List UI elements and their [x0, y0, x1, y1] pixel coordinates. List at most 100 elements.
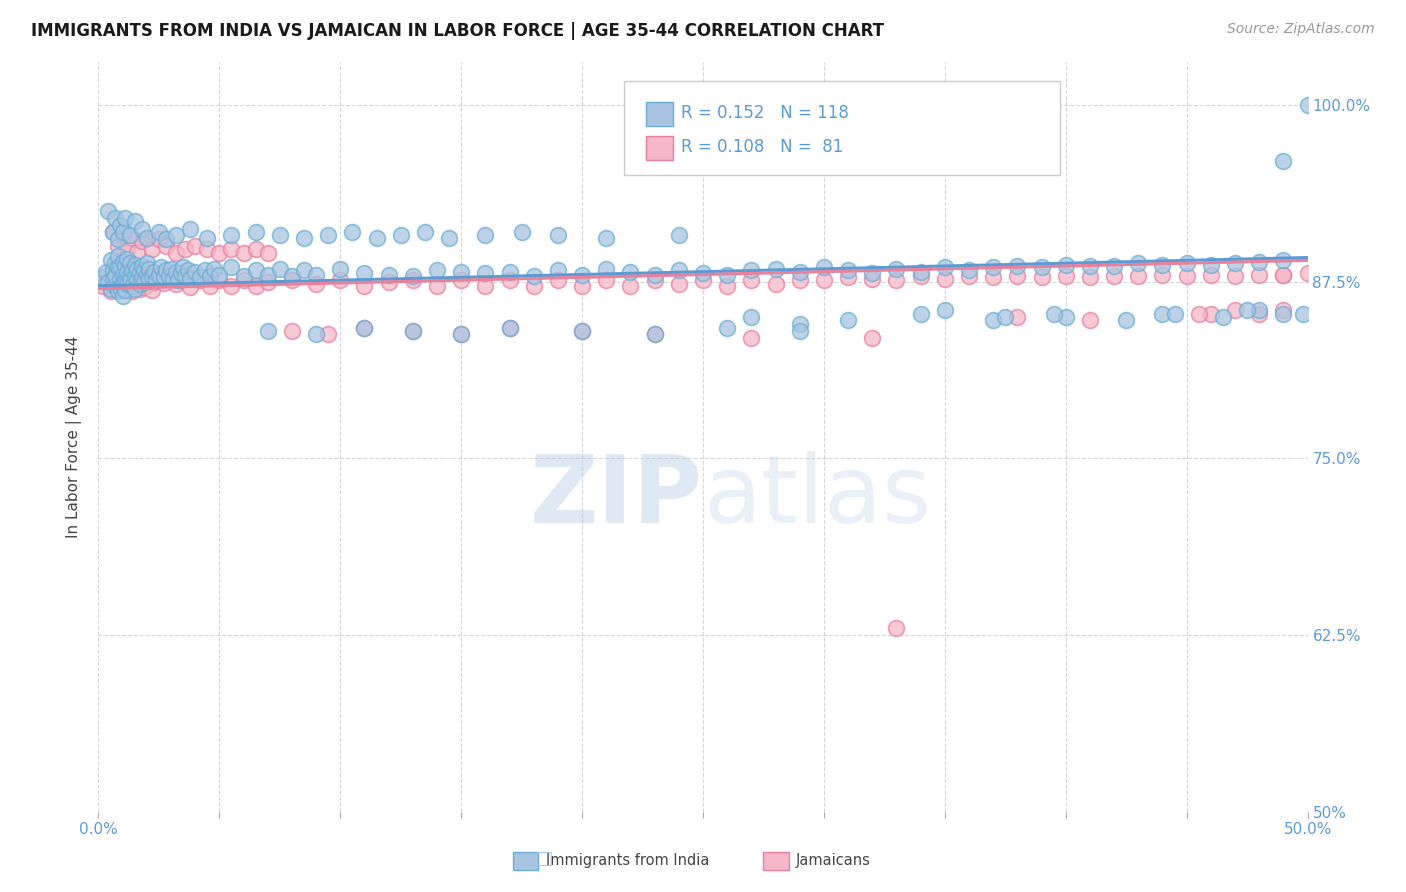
Point — [167, 273, 190, 287]
Point — [194, 263, 217, 277]
Point — [716, 321, 738, 335]
Point — [269, 261, 291, 276]
Point — [1296, 98, 1319, 112]
Point — [124, 275, 146, 289]
Point — [245, 225, 267, 239]
Point — [353, 266, 375, 280]
Point — [107, 232, 129, 246]
Point — [107, 260, 129, 275]
Point — [886, 273, 908, 287]
Point — [498, 265, 520, 279]
Point — [128, 282, 150, 296]
Point — [107, 239, 129, 253]
Point — [134, 280, 156, 294]
Point — [124, 282, 146, 296]
Point — [104, 256, 127, 270]
Point — [547, 227, 569, 242]
Point — [117, 277, 139, 292]
Point — [184, 265, 207, 279]
Point — [256, 268, 278, 282]
Point — [595, 231, 617, 245]
Point — [619, 265, 641, 279]
Point — [668, 263, 690, 277]
Point — [740, 263, 762, 277]
Point — [155, 232, 177, 246]
Point — [1223, 256, 1246, 270]
Point — [1054, 258, 1077, 272]
Point — [179, 280, 201, 294]
Point — [692, 266, 714, 280]
Point — [316, 326, 339, 341]
Point — [1078, 259, 1101, 273]
Point — [886, 261, 908, 276]
Point — [740, 310, 762, 324]
Point — [111, 268, 134, 282]
Point — [165, 227, 187, 242]
Point — [245, 263, 267, 277]
Point — [162, 271, 184, 285]
Point — [377, 268, 399, 282]
Point — [1188, 307, 1211, 321]
Point — [135, 231, 157, 245]
Text: atlas: atlas — [703, 451, 931, 543]
Point — [366, 231, 388, 245]
Point — [198, 278, 221, 293]
Point — [172, 260, 194, 275]
Point — [188, 270, 211, 285]
Point — [1152, 258, 1174, 272]
Point — [108, 280, 131, 294]
Point — [124, 268, 146, 283]
Point — [100, 282, 122, 296]
Point — [94, 265, 117, 279]
Point — [148, 225, 170, 239]
Point — [377, 275, 399, 289]
Point — [114, 275, 136, 289]
Point — [157, 268, 180, 283]
Point — [837, 270, 859, 285]
Point — [121, 231, 143, 245]
Point — [1054, 310, 1077, 324]
Point — [342, 225, 364, 239]
Point — [135, 268, 157, 282]
Point — [135, 256, 157, 270]
Point — [208, 273, 231, 287]
Point — [208, 246, 231, 260]
Point — [934, 271, 956, 285]
Point — [131, 259, 153, 273]
Point — [644, 326, 666, 341]
Point — [143, 275, 166, 289]
Point — [1102, 259, 1125, 273]
Point — [221, 242, 243, 256]
Point — [138, 265, 160, 279]
Point — [281, 273, 304, 287]
Point — [1272, 307, 1295, 321]
Point — [221, 278, 243, 293]
Point — [107, 285, 129, 299]
Point — [131, 270, 153, 285]
Point — [107, 265, 129, 279]
Point — [474, 278, 496, 293]
Point — [426, 278, 449, 293]
Point — [789, 265, 811, 279]
Point — [97, 203, 120, 218]
Point — [1272, 154, 1295, 169]
Point — [910, 307, 932, 321]
Point — [208, 268, 231, 282]
Point — [860, 331, 883, 345]
Point — [934, 302, 956, 317]
Point — [740, 273, 762, 287]
Point — [789, 324, 811, 338]
Point — [256, 275, 278, 289]
Point — [117, 242, 139, 256]
Point — [221, 227, 243, 242]
Point — [100, 285, 122, 299]
Point — [644, 273, 666, 287]
Point — [316, 227, 339, 242]
Point — [127, 261, 149, 276]
Point — [716, 268, 738, 282]
Point — [91, 270, 114, 285]
Point — [169, 266, 191, 280]
Point — [179, 271, 201, 285]
Point — [837, 263, 859, 277]
Point — [269, 227, 291, 242]
